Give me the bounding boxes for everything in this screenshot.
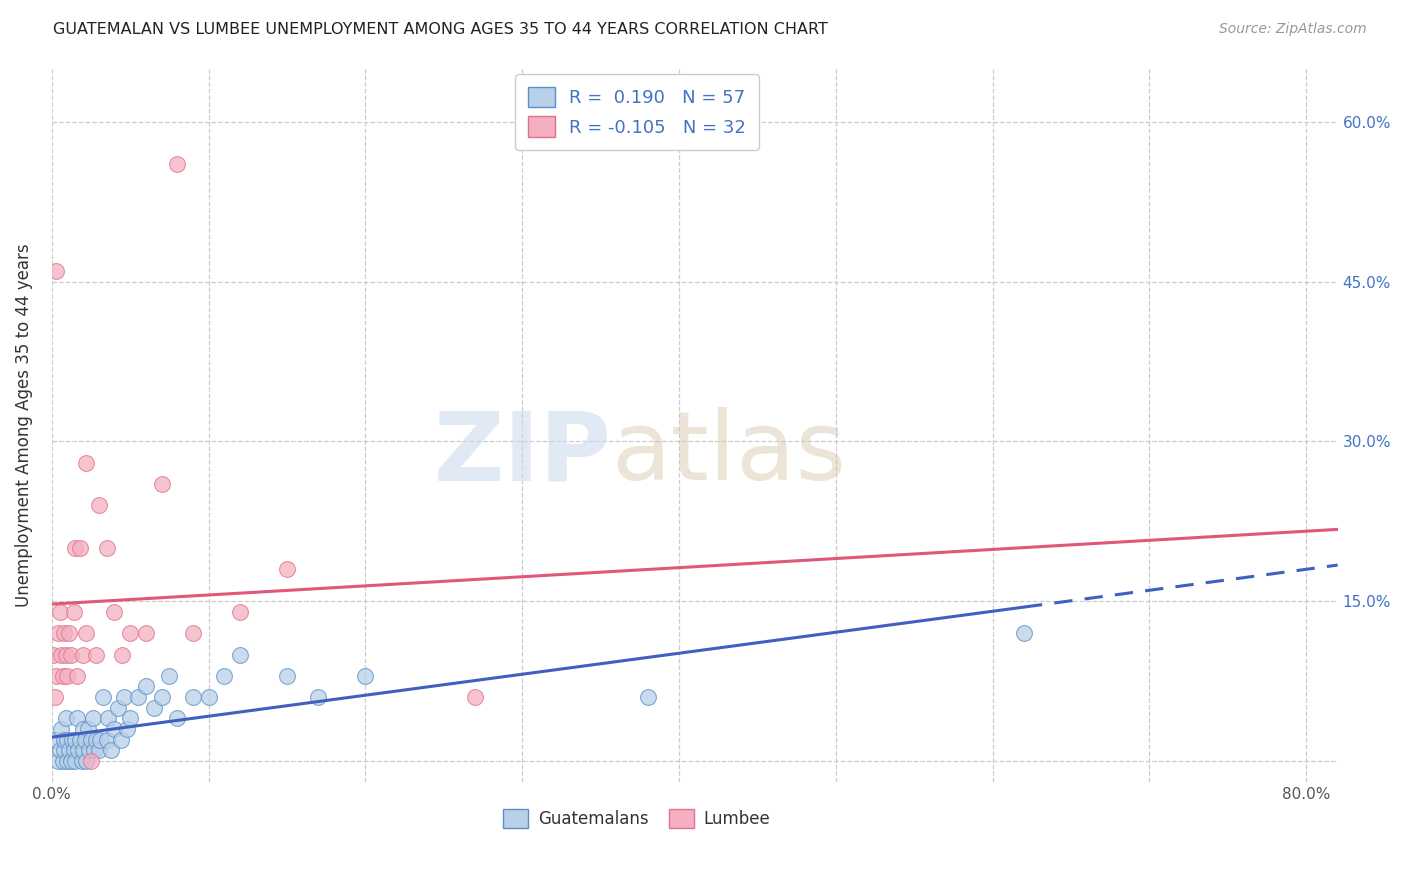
Text: Source: ZipAtlas.com: Source: ZipAtlas.com [1219, 22, 1367, 37]
Point [46, 754, 69, 768]
Point [55, 711, 77, 725]
Point [58, 626, 80, 640]
Point [354, 669, 377, 683]
Point [100, 743, 122, 757]
Point [166, 157, 188, 171]
Point [76, 722, 98, 736]
Point [59, 648, 82, 662]
Point [52, 669, 75, 683]
Point [66, 711, 89, 725]
Point [83, 743, 105, 757]
Point [69, 541, 91, 555]
Point [58, 743, 80, 757]
Point [135, 680, 157, 694]
Point [127, 690, 149, 705]
Point [66, 669, 89, 683]
Point [212, 669, 235, 683]
Point [637, 690, 659, 705]
Point [93, 690, 115, 705]
Point [87, 499, 110, 513]
Point [67, 743, 90, 757]
Point [42, 648, 65, 662]
Point [45, 669, 67, 683]
Point [75, 456, 97, 470]
Point [69, 732, 91, 747]
Point [120, 626, 142, 640]
Point [49, 648, 72, 662]
Point [46, 626, 69, 640]
Point [72, 648, 94, 662]
Point [62, 743, 84, 757]
Point [48, 605, 70, 619]
Point [56, 732, 79, 747]
Point [60, 732, 83, 747]
Point [115, 722, 138, 736]
Point [73, 732, 96, 747]
Point [48, 743, 70, 757]
Point [157, 669, 180, 683]
Point [62, 605, 84, 619]
Point [110, 732, 132, 747]
Point [72, 743, 94, 757]
Point [44, 732, 66, 747]
Point [276, 562, 298, 576]
Point [65, 754, 87, 768]
Point [135, 626, 157, 640]
Point [89, 732, 111, 747]
Point [53, 732, 76, 747]
Point [55, 648, 77, 662]
Point [103, 605, 125, 619]
Point [44, 690, 66, 705]
Point [103, 722, 125, 736]
Point [80, 732, 103, 747]
Point [97, 711, 120, 725]
Point [464, 690, 486, 705]
Point [107, 700, 129, 714]
Point [56, 669, 79, 683]
Point [75, 626, 97, 640]
Point [96, 732, 118, 747]
Text: atlas: atlas [612, 408, 846, 500]
Point [65, 732, 87, 747]
Point [96, 541, 118, 555]
Point [150, 477, 173, 491]
Point [307, 690, 329, 705]
Point [52, 754, 75, 768]
Point [53, 743, 76, 757]
Point [1012, 626, 1035, 640]
Point [150, 690, 173, 705]
Point [45, 264, 67, 278]
Point [53, 626, 76, 640]
Point [65, 541, 87, 555]
Point [181, 626, 204, 640]
Point [87, 743, 110, 757]
Point [70, 754, 93, 768]
Point [72, 722, 94, 736]
Point [75, 754, 97, 768]
Point [181, 690, 204, 705]
Point [229, 605, 252, 619]
Point [56, 754, 79, 768]
Text: ZIP: ZIP [433, 408, 612, 500]
Point [120, 711, 142, 725]
Point [59, 754, 82, 768]
Legend: Guatemalans, Lumbee: Guatemalans, Lumbee [496, 802, 778, 835]
Y-axis label: Unemployment Among Ages 35 to 44 years: Unemployment Among Ages 35 to 44 years [15, 244, 32, 607]
Point [84, 732, 107, 747]
Point [276, 669, 298, 683]
Point [49, 722, 72, 736]
Point [111, 648, 134, 662]
Point [79, 743, 101, 757]
Point [80, 754, 103, 768]
Point [166, 711, 188, 725]
Point [142, 700, 165, 714]
Point [197, 690, 219, 705]
Point [112, 690, 135, 705]
Point [229, 648, 252, 662]
Text: GUATEMALAN VS LUMBEE UNEMPLOYMENT AMONG AGES 35 TO 44 YEARS CORRELATION CHART: GUATEMALAN VS LUMBEE UNEMPLOYMENT AMONG … [53, 22, 828, 37]
Point [82, 711, 104, 725]
Point [84, 648, 107, 662]
